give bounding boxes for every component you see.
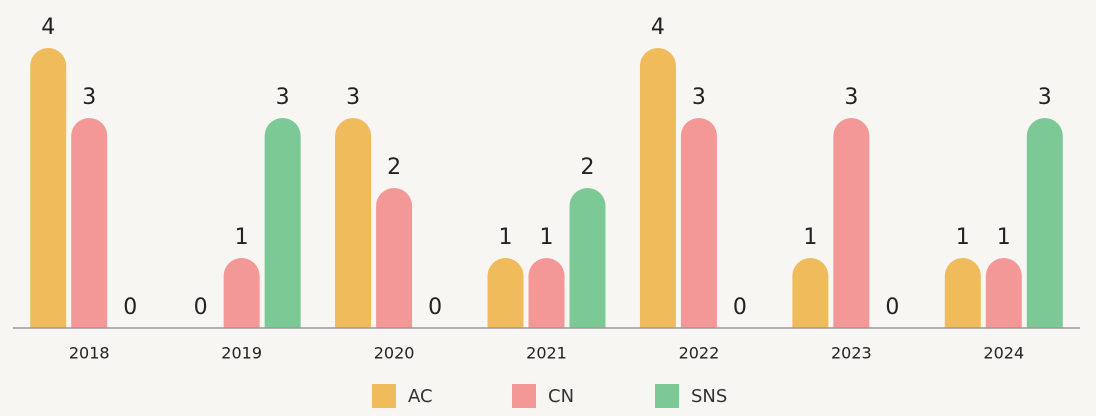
x-tick-label: 2024 [983,344,1024,363]
x-tick-label: 2022 [679,344,720,363]
value-label: 3 [82,85,96,110]
bar [792,258,829,328]
value-label: 0 [733,295,747,320]
bar [71,118,108,329]
value-label: 1 [997,225,1011,250]
value-label: 1 [540,225,554,250]
x-tick-label: 2020 [374,344,415,363]
value-label: 1 [803,225,817,250]
bar [528,258,565,328]
bar [335,118,372,329]
bar [833,118,870,329]
value-label: 1 [499,225,513,250]
value-label: 3 [276,85,290,110]
value-label: 0 [428,295,442,320]
bar [944,258,981,328]
bar [680,118,717,329]
bar [223,258,260,328]
legend-label: AC [408,386,433,407]
bar [1026,118,1063,329]
legend-swatch [512,384,536,408]
value-label: 3 [692,85,706,110]
value-label: 4 [651,15,665,40]
bar [376,188,413,328]
value-label: 1 [956,225,970,250]
bar [639,48,676,328]
bar [569,188,606,328]
bar [985,258,1022,328]
x-tick-label: 2021 [526,344,567,363]
value-label: 3 [844,85,858,110]
x-tick-label: 2023 [831,344,872,363]
bar [487,258,524,328]
value-label: 1 [235,225,249,250]
bar [30,48,67,328]
value-label: 0 [885,295,899,320]
value-label: 2 [387,155,401,180]
value-label: 3 [1038,85,1052,110]
value-label: 3 [346,85,360,110]
bar [264,118,301,329]
value-label: 0 [194,295,208,320]
value-label: 4 [41,15,55,40]
x-tick-label: 2018 [69,344,110,363]
legend-label: SNS [691,386,727,407]
value-label: 2 [581,155,595,180]
legend-swatch [655,384,679,408]
value-label: 0 [123,295,137,320]
legend-swatch [372,384,396,408]
legend-label: CN [548,386,574,407]
x-tick-label: 2019 [221,344,262,363]
